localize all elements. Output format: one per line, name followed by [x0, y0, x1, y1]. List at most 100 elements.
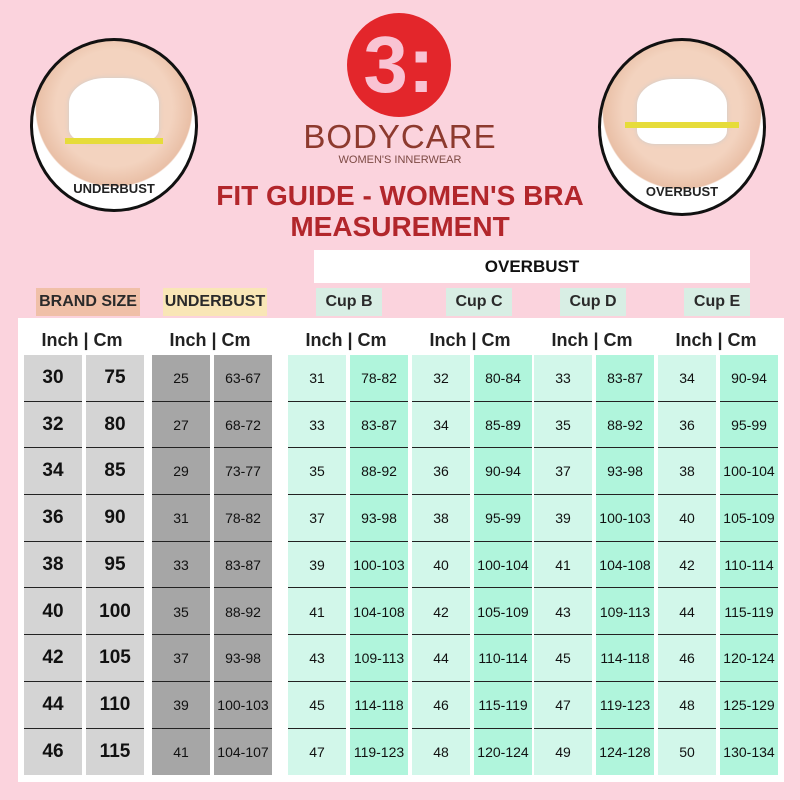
table-cell: 33 — [534, 355, 592, 402]
table-cell: 33 — [288, 402, 346, 449]
unit-header: Inch | Cm — [41, 330, 123, 350]
table-cell: 32 — [412, 355, 470, 402]
table-cell: 42 — [658, 542, 716, 589]
inch-column: 34 36 38 40 42 44 46 48 50 — [658, 355, 716, 775]
table-cell: 47 — [534, 682, 592, 729]
table-cell: 93-98 — [214, 635, 272, 682]
table-cell: 37 — [152, 635, 210, 682]
table-cell: 44 — [658, 589, 716, 636]
table-cell: 34 — [412, 402, 470, 449]
table-cell: 80 — [86, 402, 144, 449]
table-cell: 114-118 — [596, 635, 654, 682]
table-cell: 109-113 — [596, 589, 654, 636]
table-cell: 85 — [86, 448, 144, 496]
table-cell: 48 — [433, 743, 449, 760]
table-cell: 36 — [412, 448, 470, 496]
bra-image — [68, 77, 160, 142]
inch-column: 25 27 29 31 33 35 37 39 41 — [152, 355, 210, 775]
table-cell: 46 — [658, 635, 716, 682]
table-cell: 45 — [534, 635, 592, 682]
group-label: UNDERBUST — [163, 288, 267, 316]
table-cell: 48 — [658, 682, 716, 729]
table-cell: 44 — [24, 682, 82, 729]
table-cell: 100-103 — [350, 542, 408, 589]
table-cell: 100 — [86, 589, 144, 636]
table-cell: 109-113 — [350, 635, 408, 682]
table-cell: 39 — [288, 542, 346, 589]
table-cell: 36 — [658, 402, 716, 449]
table-cell: 40 — [24, 589, 82, 636]
table-cell: 31 — [152, 495, 210, 542]
cm-column: 80-84 85-89 90-94 95-99 100-104 105-109 110-11… — [474, 355, 532, 775]
table-cell: 114-118 — [350, 682, 408, 729]
brand-name: BODYCARE — [303, 118, 497, 155]
measuring-tape — [65, 138, 163, 145]
unit-header: Inch | Cm — [169, 330, 251, 350]
title-line-2: MEASUREMENT — [290, 211, 510, 242]
cm-column: 63-67 68-72 73-77 78-82 83-87 88-92 93-98 100-1… — [214, 355, 272, 775]
title-line-1: FIT GUIDE - WOMEN'S BRA — [216, 180, 584, 211]
overbust-header: OVERBUST — [314, 250, 750, 283]
table-cell: 105-109 — [720, 495, 778, 542]
table-cell: 104-108 — [350, 589, 408, 636]
table-cell: 95-99 — [720, 402, 778, 449]
table-cell: 93-98 — [350, 495, 408, 542]
table-cell: 83-87 — [214, 542, 272, 589]
table-cell: 95 — [86, 542, 144, 589]
table-cell: 45 — [288, 682, 346, 729]
table-cell: 90-94 — [474, 448, 532, 496]
table-cell: 44 — [412, 635, 470, 682]
table-cell: 42 — [412, 589, 470, 636]
table-cell: 100-104 — [474, 542, 532, 589]
table-cell: 42 — [24, 635, 82, 682]
table-cell: 38 — [24, 542, 82, 589]
table-cell: 83-87 — [350, 402, 408, 449]
table-cell: 120-124 — [477, 743, 529, 760]
table-cell: 40 — [658, 495, 716, 542]
overbust-photo: OVERBUST — [598, 38, 766, 216]
inch-column: 33 35 37 39 41 43 45 47 49 — [534, 355, 592, 775]
table-cell: 39 — [534, 495, 592, 542]
inch-column: 30 32 34 36 38 40 42 44 46 — [24, 355, 82, 775]
table-cell: 46 — [42, 740, 64, 762]
table-cell: 83-87 — [596, 355, 654, 402]
unit-header: Inch | Cm — [551, 330, 633, 350]
table-cell: 41 — [288, 589, 346, 636]
table-cell: 88-92 — [214, 589, 272, 636]
measuring-tape — [625, 121, 739, 128]
table-cell: 33 — [152, 542, 210, 589]
table-cell: 38 — [412, 495, 470, 542]
table-cell: 46 — [412, 682, 470, 729]
table-cell: 50 — [679, 743, 695, 760]
group-label: Cup C — [446, 288, 512, 316]
table-cell: 104-108 — [596, 542, 654, 589]
table-cell: 40 — [412, 542, 470, 589]
table-cell: 90-94 — [720, 355, 778, 402]
table-cell: 34 — [24, 448, 82, 496]
table-cell: 119-123 — [596, 682, 654, 729]
group-label: Cup D — [560, 288, 626, 316]
group-label: Cup E — [684, 288, 750, 316]
table-cell: 27 — [152, 402, 210, 449]
table-cell: 110 — [86, 682, 144, 729]
table-cell: 25 — [152, 355, 210, 402]
table-cell: 75 — [86, 355, 144, 402]
inch-column: 31 33 35 37 39 41 43 45 47 — [288, 355, 346, 775]
table-cell: 35 — [534, 402, 592, 449]
table-cell: 43 — [534, 589, 592, 636]
table-cell: 88-92 — [350, 448, 408, 496]
table-cell: 100-104 — [720, 448, 778, 496]
table-cell: 39 — [152, 682, 210, 729]
underbust-photo: UNDERBUST — [30, 38, 198, 212]
table-cell: 93-98 — [596, 448, 654, 496]
table-cell: 49 — [555, 743, 571, 760]
cm-column: 78-82 83-87 88-92 93-98 100-103 104-108 109-11… — [350, 355, 408, 775]
table-cell: 30 — [24, 355, 82, 402]
table-cell: 100-103 — [214, 682, 272, 729]
brand-logo: 3: — [347, 13, 451, 117]
bra-image — [636, 78, 728, 145]
cm-column: 83-87 88-92 93-98 100-103 104-108 109-113 114-… — [596, 355, 654, 775]
table-cell: 38 — [658, 448, 716, 496]
table-cell: 120-124 — [720, 635, 778, 682]
table-cell: 119-123 — [353, 743, 405, 760]
